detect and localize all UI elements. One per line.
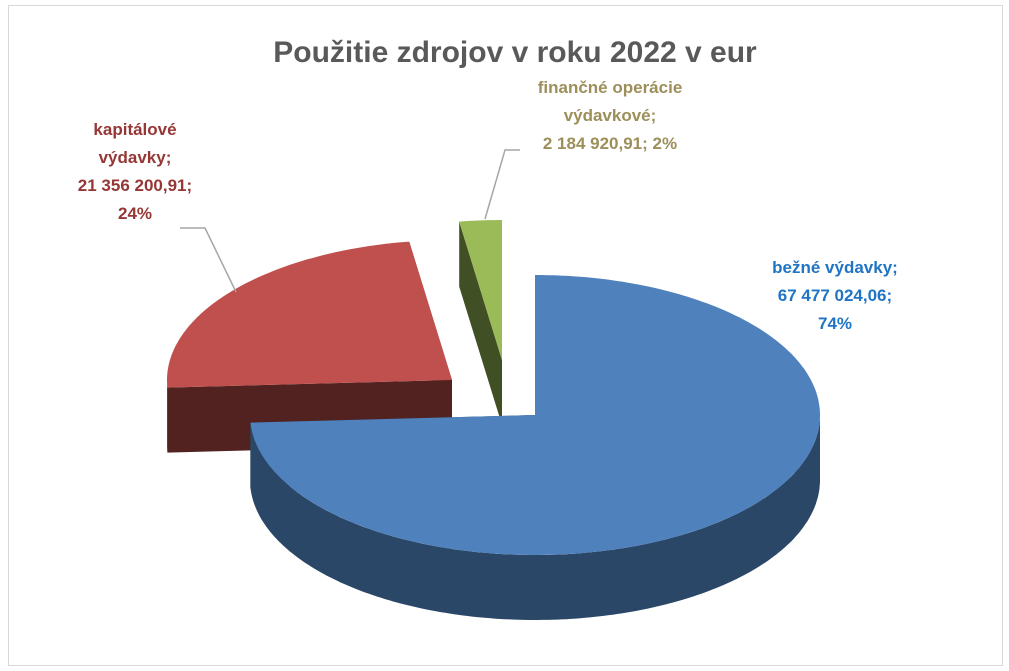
data-label: finančné operácie výdavkové; 2 184 920,91…	[505, 74, 715, 158]
chart-title: Použitie zdrojov v roku 2022 v eur	[273, 36, 757, 69]
label-separator: ;	[650, 106, 657, 125]
label-separator: ;	[886, 286, 893, 305]
slice-wall	[250, 415, 820, 620]
label-percent: 2%	[652, 134, 678, 153]
label-category: kapitálové výdavky	[93, 120, 177, 167]
slice	[167, 241, 452, 388]
label-separator: ;	[165, 148, 172, 167]
label-separator: ;	[186, 176, 193, 195]
leader-line	[180, 227, 237, 293]
data-label: kapitálové výdavky; 21 356 200,91; 24%	[60, 116, 210, 228]
label-category: finančné operácie výdavkové	[537, 78, 683, 125]
label-value: 2 184 920,91	[542, 134, 643, 153]
data-label: bežné výdavky; 67 477 024,06; 74%	[745, 254, 925, 338]
slice	[250, 275, 820, 555]
label-percent: 74%	[817, 314, 853, 333]
label-percent: 24%	[117, 204, 153, 223]
label-separator: ;	[642, 134, 648, 153]
label-category: bežné výdavky	[772, 258, 893, 277]
label-value: 67 477 024,06	[777, 286, 887, 305]
slice-side	[459, 221, 502, 425]
slice	[459, 220, 502, 360]
leader-line	[484, 149, 520, 220]
label-separator: ;	[892, 258, 898, 277]
label-value: 21 356 200,91	[77, 176, 187, 195]
